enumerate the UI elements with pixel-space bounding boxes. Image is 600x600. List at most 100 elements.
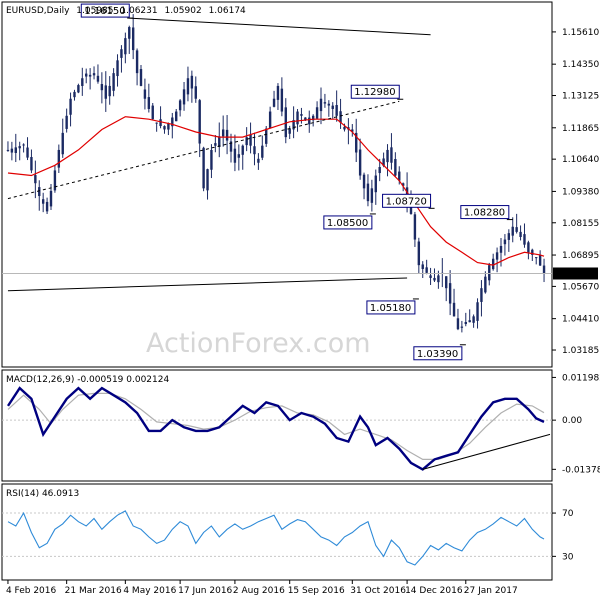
macd-tick-label: -0.013788 <box>562 465 600 475</box>
candle-body <box>135 50 139 74</box>
candle-body <box>241 145 244 155</box>
trendline <box>129 17 431 36</box>
candle-body <box>104 85 107 99</box>
candle-body <box>335 105 338 116</box>
x-tick-label: 31 Oct 2016 <box>350 586 406 596</box>
candle-body <box>401 183 405 186</box>
candle-body <box>61 132 64 155</box>
candle-body <box>538 255 542 266</box>
candle-body <box>100 84 104 91</box>
candle-body <box>448 283 452 304</box>
candle-body <box>268 111 272 129</box>
candle-body <box>366 183 370 202</box>
macd-title: MACD(12,26,9) -0.000519 0.002124 <box>6 375 169 385</box>
candle-body <box>112 73 115 91</box>
candle-body <box>182 89 186 105</box>
candle-body <box>515 227 518 232</box>
candle-body <box>292 120 295 130</box>
candle-body <box>394 159 397 176</box>
candle-body <box>237 154 241 158</box>
candle-body <box>405 187 409 200</box>
candle-body <box>233 148 237 163</box>
price-tick-label: 1.09380 <box>562 187 599 197</box>
candle-body <box>511 226 514 236</box>
price-tick-label: 1.05670 <box>562 282 599 292</box>
moving-average-line <box>7 116 545 266</box>
candle-body <box>472 316 475 323</box>
annotation-box <box>382 193 432 208</box>
x-tick-label: 21 Mar 2016 <box>65 586 122 596</box>
candle-body <box>468 320 471 323</box>
candle-body <box>108 85 111 97</box>
annotation-box <box>80 3 130 18</box>
candle-body <box>210 149 213 170</box>
candle-body <box>116 60 119 77</box>
candle-body <box>49 190 53 207</box>
candle-body <box>30 156 33 171</box>
candle-body <box>171 117 174 127</box>
rsi-tick-label: 30 <box>562 552 574 562</box>
candle-body <box>425 267 428 273</box>
annotation-label: 1.08500 <box>327 218 368 229</box>
candle-body <box>26 147 29 158</box>
candle-body <box>519 231 522 237</box>
candle-body <box>495 252 499 260</box>
x-tick-label: 2 Aug 2016 <box>233 586 285 596</box>
candle-body <box>480 288 483 302</box>
candle-body <box>225 129 229 141</box>
candle-body <box>272 98 276 107</box>
candle-body <box>535 257 538 259</box>
current-price-label: 1.06174 <box>556 270 593 280</box>
candle-body <box>339 111 342 123</box>
candle-body <box>253 146 256 155</box>
candle-body <box>315 107 319 119</box>
candle-body <box>503 239 507 245</box>
price-tick-label: 1.11865 <box>562 124 599 134</box>
candle-body <box>362 174 366 189</box>
annotation-box <box>323 215 373 230</box>
candle-body <box>85 73 88 77</box>
annotation-box <box>350 84 400 99</box>
candle-body <box>491 258 495 270</box>
rsi-line <box>7 510 545 566</box>
candle-body <box>484 276 487 293</box>
annotation-box <box>413 346 463 361</box>
rsi-tick-label: 70 <box>562 509 574 519</box>
candle-body <box>159 119 162 127</box>
macd-panel-frame <box>1 369 553 482</box>
candle-body <box>523 234 526 245</box>
candle-body <box>280 88 284 112</box>
rsi-panel-frame <box>1 483 553 581</box>
candle-body <box>488 265 491 281</box>
candle-body <box>382 158 385 166</box>
x-tick-label: 4 Feb 2016 <box>6 586 57 596</box>
candle-body <box>41 199 45 204</box>
candle-body <box>190 75 194 89</box>
candle-body <box>69 98 72 115</box>
candle-body <box>433 277 436 281</box>
current-price-box <box>553 267 598 280</box>
x-tick-label: 27 Jan 2017 <box>464 586 518 596</box>
candle-body <box>81 78 84 86</box>
watermark: ActionForex.com <box>146 328 371 359</box>
candle-body <box>386 149 389 163</box>
trendline <box>7 277 408 292</box>
annotation-box <box>460 205 510 220</box>
candle-body <box>175 111 178 122</box>
candle-body <box>14 147 17 153</box>
candle-body <box>343 126 346 130</box>
candle-body <box>143 89 147 99</box>
candle-body <box>229 141 233 152</box>
candle-body <box>178 100 182 111</box>
x-tick-label: 14 Dec 2016 <box>405 586 463 596</box>
candle-body <box>221 129 225 137</box>
candle-body <box>429 275 432 278</box>
candle-body <box>437 275 440 283</box>
price-panel-frame <box>1 1 553 368</box>
candle-body <box>370 188 374 203</box>
candle-body <box>186 78 190 95</box>
candle-body <box>507 233 511 240</box>
candle-body <box>198 100 201 144</box>
candle-body <box>131 27 135 51</box>
